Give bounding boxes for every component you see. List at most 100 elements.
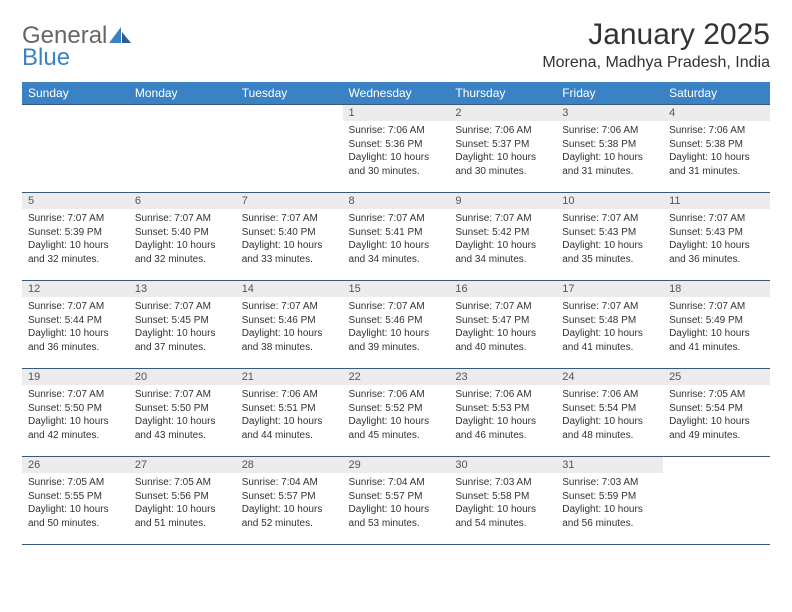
day-details: Sunrise: 7:06 AMSunset: 5:38 PMDaylight:… bbox=[556, 121, 663, 182]
day-number: 19 bbox=[22, 369, 129, 385]
calendar-cell: .. bbox=[22, 105, 129, 193]
day-details: Sunrise: 7:06 AMSunset: 5:38 PMDaylight:… bbox=[663, 121, 770, 182]
day-number: 17 bbox=[556, 281, 663, 297]
day-details: Sunrise: 7:06 AMSunset: 5:51 PMDaylight:… bbox=[236, 385, 343, 446]
calendar-cell: 5Sunrise: 7:07 AMSunset: 5:39 PMDaylight… bbox=[22, 193, 129, 281]
calendar-cell: 9Sunrise: 7:07 AMSunset: 5:42 PMDaylight… bbox=[449, 193, 556, 281]
calendar-row: 19Sunrise: 7:07 AMSunset: 5:50 PMDayligh… bbox=[22, 369, 770, 457]
day-number: 23 bbox=[449, 369, 556, 385]
day-number: 1 bbox=[343, 105, 450, 121]
day-number: 31 bbox=[556, 457, 663, 473]
day-details: Sunrise: 7:05 AMSunset: 5:56 PMDaylight:… bbox=[129, 473, 236, 534]
day-details: Sunrise: 7:07 AMSunset: 5:43 PMDaylight:… bbox=[556, 209, 663, 270]
day-number: 10 bbox=[556, 193, 663, 209]
day-details: Sunrise: 7:07 AMSunset: 5:40 PMDaylight:… bbox=[129, 209, 236, 270]
day-number: 4 bbox=[663, 105, 770, 121]
calendar-cell: 26Sunrise: 7:05 AMSunset: 5:55 PMDayligh… bbox=[22, 457, 129, 545]
day-details: Sunrise: 7:03 AMSunset: 5:58 PMDaylight:… bbox=[449, 473, 556, 534]
calendar-cell: 18Sunrise: 7:07 AMSunset: 5:49 PMDayligh… bbox=[663, 281, 770, 369]
calendar-cell: 13Sunrise: 7:07 AMSunset: 5:45 PMDayligh… bbox=[129, 281, 236, 369]
day-number: 20 bbox=[129, 369, 236, 385]
logo-text-2: Blue bbox=[22, 44, 70, 72]
calendar-cell: 27Sunrise: 7:05 AMSunset: 5:56 PMDayligh… bbox=[129, 457, 236, 545]
day-details: Sunrise: 7:07 AMSunset: 5:42 PMDaylight:… bbox=[449, 209, 556, 270]
day-number: 28 bbox=[236, 457, 343, 473]
day-details: Sunrise: 7:04 AMSunset: 5:57 PMDaylight:… bbox=[343, 473, 450, 534]
day-number: 21 bbox=[236, 369, 343, 385]
calendar-cell: 29Sunrise: 7:04 AMSunset: 5:57 PMDayligh… bbox=[343, 457, 450, 545]
calendar-cell: .. bbox=[236, 105, 343, 193]
day-details: Sunrise: 7:07 AMSunset: 5:46 PMDaylight:… bbox=[236, 297, 343, 358]
day-details: Sunrise: 7:07 AMSunset: 5:48 PMDaylight:… bbox=[556, 297, 663, 358]
calendar-cell: .. bbox=[663, 457, 770, 545]
day-number: 16 bbox=[449, 281, 556, 297]
day-details: Sunrise: 7:07 AMSunset: 5:41 PMDaylight:… bbox=[343, 209, 450, 270]
day-number: 18 bbox=[663, 281, 770, 297]
calendar-cell: 21Sunrise: 7:06 AMSunset: 5:51 PMDayligh… bbox=[236, 369, 343, 457]
calendar-cell: 1Sunrise: 7:06 AMSunset: 5:36 PMDaylight… bbox=[343, 105, 450, 193]
day-details: Sunrise: 7:03 AMSunset: 5:59 PMDaylight:… bbox=[556, 473, 663, 534]
calendar-cell: 30Sunrise: 7:03 AMSunset: 5:58 PMDayligh… bbox=[449, 457, 556, 545]
weekday-header: Thursday bbox=[449, 82, 556, 105]
location: Morena, Madhya Pradesh, India bbox=[542, 54, 770, 72]
day-details: Sunrise: 7:07 AMSunset: 5:47 PMDaylight:… bbox=[449, 297, 556, 358]
page-title: January 2025 bbox=[542, 18, 770, 52]
day-details: Sunrise: 7:07 AMSunset: 5:39 PMDaylight:… bbox=[22, 209, 129, 270]
day-number: 2 bbox=[449, 105, 556, 121]
calendar-cell: 10Sunrise: 7:07 AMSunset: 5:43 PMDayligh… bbox=[556, 193, 663, 281]
calendar-cell: 16Sunrise: 7:07 AMSunset: 5:47 PMDayligh… bbox=[449, 281, 556, 369]
day-details: Sunrise: 7:07 AMSunset: 5:43 PMDaylight:… bbox=[663, 209, 770, 270]
calendar-cell: 22Sunrise: 7:06 AMSunset: 5:52 PMDayligh… bbox=[343, 369, 450, 457]
day-details: Sunrise: 7:07 AMSunset: 5:50 PMDaylight:… bbox=[129, 385, 236, 446]
day-details: Sunrise: 7:07 AMSunset: 5:45 PMDaylight:… bbox=[129, 297, 236, 358]
day-details: Sunrise: 7:05 AMSunset: 5:54 PMDaylight:… bbox=[663, 385, 770, 446]
calendar-cell: 4Sunrise: 7:06 AMSunset: 5:38 PMDaylight… bbox=[663, 105, 770, 193]
weekday-header-row: SundayMondayTuesdayWednesdayThursdayFrid… bbox=[22, 82, 770, 105]
day-details: Sunrise: 7:04 AMSunset: 5:57 PMDaylight:… bbox=[236, 473, 343, 534]
calendar-cell: 28Sunrise: 7:04 AMSunset: 5:57 PMDayligh… bbox=[236, 457, 343, 545]
calendar-cell: 3Sunrise: 7:06 AMSunset: 5:38 PMDaylight… bbox=[556, 105, 663, 193]
calendar-cell: 11Sunrise: 7:07 AMSunset: 5:43 PMDayligh… bbox=[663, 193, 770, 281]
calendar-cell: 2Sunrise: 7:06 AMSunset: 5:37 PMDaylight… bbox=[449, 105, 556, 193]
title-block: January 2025 Morena, Madhya Pradesh, Ind… bbox=[542, 18, 770, 72]
day-number: 25 bbox=[663, 369, 770, 385]
weekday-header: Saturday bbox=[663, 82, 770, 105]
calendar-cell: 19Sunrise: 7:07 AMSunset: 5:50 PMDayligh… bbox=[22, 369, 129, 457]
day-number: 14 bbox=[236, 281, 343, 297]
day-number: 11 bbox=[663, 193, 770, 209]
day-details: Sunrise: 7:06 AMSunset: 5:53 PMDaylight:… bbox=[449, 385, 556, 446]
day-number: 13 bbox=[129, 281, 236, 297]
calendar-body: ......1Sunrise: 7:06 AMSunset: 5:36 PMDa… bbox=[22, 105, 770, 545]
day-details: Sunrise: 7:06 AMSunset: 5:36 PMDaylight:… bbox=[343, 121, 450, 182]
calendar-cell: 17Sunrise: 7:07 AMSunset: 5:48 PMDayligh… bbox=[556, 281, 663, 369]
day-details: Sunrise: 7:07 AMSunset: 5:46 PMDaylight:… bbox=[343, 297, 450, 358]
calendar-cell: 14Sunrise: 7:07 AMSunset: 5:46 PMDayligh… bbox=[236, 281, 343, 369]
weekday-header: Monday bbox=[129, 82, 236, 105]
day-number: 22 bbox=[343, 369, 450, 385]
day-number: 8 bbox=[343, 193, 450, 209]
day-details: Sunrise: 7:06 AMSunset: 5:54 PMDaylight:… bbox=[556, 385, 663, 446]
calendar-cell: 20Sunrise: 7:07 AMSunset: 5:50 PMDayligh… bbox=[129, 369, 236, 457]
day-number: 5 bbox=[22, 193, 129, 209]
day-number: 24 bbox=[556, 369, 663, 385]
calendar-table: SundayMondayTuesdayWednesdayThursdayFrid… bbox=[22, 82, 770, 545]
day-number: 9 bbox=[449, 193, 556, 209]
day-details: Sunrise: 7:07 AMSunset: 5:50 PMDaylight:… bbox=[22, 385, 129, 446]
calendar-row: 12Sunrise: 7:07 AMSunset: 5:44 PMDayligh… bbox=[22, 281, 770, 369]
calendar-row: 26Sunrise: 7:05 AMSunset: 5:55 PMDayligh… bbox=[22, 457, 770, 545]
calendar-row: ......1Sunrise: 7:06 AMSunset: 5:36 PMDa… bbox=[22, 105, 770, 193]
day-number: 26 bbox=[22, 457, 129, 473]
calendar-cell: 7Sunrise: 7:07 AMSunset: 5:40 PMDaylight… bbox=[236, 193, 343, 281]
calendar-cell: 12Sunrise: 7:07 AMSunset: 5:44 PMDayligh… bbox=[22, 281, 129, 369]
sail-icon bbox=[109, 27, 131, 45]
day-details: Sunrise: 7:05 AMSunset: 5:55 PMDaylight:… bbox=[22, 473, 129, 534]
calendar-cell: .. bbox=[129, 105, 236, 193]
header: General January 2025 Morena, Madhya Prad… bbox=[22, 18, 770, 72]
calendar-cell: 25Sunrise: 7:05 AMSunset: 5:54 PMDayligh… bbox=[663, 369, 770, 457]
day-number: 3 bbox=[556, 105, 663, 121]
calendar-cell: 6Sunrise: 7:07 AMSunset: 5:40 PMDaylight… bbox=[129, 193, 236, 281]
day-details: Sunrise: 7:06 AMSunset: 5:52 PMDaylight:… bbox=[343, 385, 450, 446]
day-number: 15 bbox=[343, 281, 450, 297]
calendar-cell: 31Sunrise: 7:03 AMSunset: 5:59 PMDayligh… bbox=[556, 457, 663, 545]
day-number: 12 bbox=[22, 281, 129, 297]
